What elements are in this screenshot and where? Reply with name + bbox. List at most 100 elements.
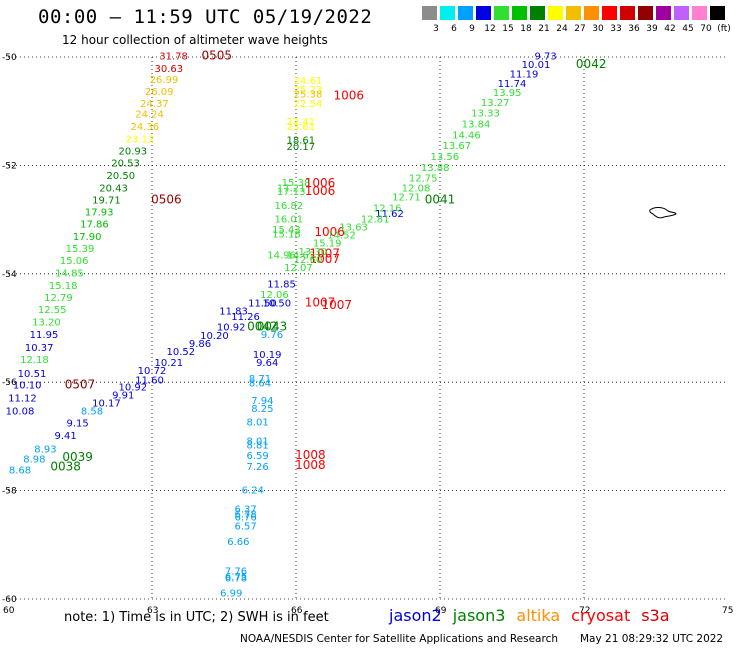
color-scale-label: 39 — [646, 24, 658, 34]
color-scale-label: 42 — [664, 24, 676, 34]
satellite-legend-item: jason3 — [452, 606, 506, 625]
track-id-label: 1006 — [334, 88, 365, 102]
wave-height-label: 8.01 — [246, 437, 268, 448]
track-id-label: 1006 — [305, 184, 336, 198]
satellite-legend-item: altika — [516, 606, 561, 625]
color-swatch — [566, 6, 581, 20]
wave-height-label: 8.64 — [249, 379, 271, 390]
satellite-legend-item: cryosat — [571, 606, 631, 625]
wave-height-label: 12.71 — [392, 193, 421, 204]
wave-height-label: 10.19 — [253, 350, 282, 361]
wave-height-label: 20.53 — [111, 158, 140, 169]
track-id-label: 1007 — [310, 252, 341, 266]
color-scale-label: 21 — [538, 24, 550, 34]
wave-height-label: 10.08 — [6, 407, 35, 418]
wave-height-label: 8.93 — [34, 445, 56, 456]
wave-height-label: 31.78 — [159, 52, 188, 63]
x-tick-label: 66 — [291, 606, 303, 616]
wave-height-label: 13.84 — [462, 119, 491, 130]
wave-height-label: 14.46 — [452, 130, 481, 141]
wave-height-label: 20.93 — [118, 147, 147, 158]
color-scale-label: 36 — [628, 24, 640, 34]
color-scale-label: 6 — [451, 24, 457, 34]
track-id-label: 0043 — [257, 320, 288, 334]
wave-height-label: 8.25 — [251, 404, 273, 415]
wave-height-label: 6.78 — [225, 574, 247, 585]
timestamp-text: May 21 08:29:32 UTC 2022 — [580, 633, 724, 645]
y-tick-label: -56 — [2, 378, 17, 388]
y-tick-label: -54 — [2, 270, 17, 280]
wave-height-label: 11.19 — [510, 70, 539, 81]
track-id-label: 0039 — [62, 450, 93, 464]
track-id-label: 0042 — [576, 57, 607, 71]
wave-height-label: 23.61 — [286, 122, 315, 133]
wave-height-label: 10.51 — [18, 369, 47, 380]
track-id-label: 0507 — [65, 378, 96, 392]
x-tick-label: 63 — [147, 606, 158, 616]
wave-height-label: 15.43 — [272, 225, 301, 236]
wave-height-label: 12.07 — [284, 263, 313, 274]
color-scale-label: 3 — [433, 24, 439, 34]
color-swatch — [458, 6, 473, 20]
wave-height-label: 11.12 — [8, 394, 37, 405]
wave-height-label: 24.36 — [130, 122, 159, 133]
wave-height-label: 6.76 — [234, 512, 256, 523]
color-swatch — [584, 6, 599, 20]
color-swatch — [602, 6, 617, 20]
wave-height-label: 7.94 — [251, 396, 273, 407]
wave-height-label: 6.57 — [234, 522, 256, 533]
color-swatch — [638, 6, 653, 20]
wave-height-label: 15.06 — [60, 256, 89, 267]
wave-height-label: 9.41 — [54, 431, 76, 442]
wave-height-label: 16.01 — [274, 214, 303, 225]
color-scale-label: 9 — [469, 24, 475, 34]
wave-height-label: 11.50 — [248, 298, 277, 309]
wave-height-label: 10.10 — [13, 381, 42, 392]
track-id-label: 1007 — [305, 295, 336, 309]
track-id-label: 1007 — [310, 247, 341, 261]
wave-height-label: 26.99 — [150, 75, 179, 86]
color-scale-label: 24 — [556, 24, 568, 34]
wave-height-label: 20.43 — [99, 183, 128, 194]
wave-height-label: 8.68 — [9, 465, 31, 476]
wave-height-label: 10.92 — [118, 382, 147, 393]
map-subtitle: 12 hour collection of altimeter wave hei… — [62, 33, 328, 47]
wave-height-label: 12.08 — [402, 183, 431, 194]
color-scale-label: 70 — [700, 24, 712, 34]
wave-height-label: 10.20 — [200, 331, 229, 342]
track-id-label: 1008 — [295, 458, 326, 472]
y-tick-label: -60 — [2, 595, 17, 605]
wave-height-label: 12.16 — [373, 203, 402, 214]
wave-height-label: 14.52 — [327, 231, 356, 242]
wave-height-label: 8.01 — [246, 418, 268, 429]
color-scale-label: 45 — [682, 24, 694, 34]
satellite-legend-item: s3a — [641, 606, 670, 625]
wave-height-label: 15.18 — [49, 281, 78, 292]
wave-height-label: 11.26 — [231, 312, 260, 323]
wave-height-label: 10.72 — [138, 366, 167, 377]
wave-height-label: 17.93 — [85, 207, 114, 218]
wave-height-label: 14.85 — [55, 269, 84, 280]
wave-height-label: 6.59 — [246, 451, 268, 462]
wave-height-label: 8.98 — [23, 454, 45, 465]
wave-height-label: 20.17 — [286, 142, 315, 153]
wave-height-label: 11.60 — [135, 375, 164, 386]
wave-height-label: 22.54 — [294, 99, 323, 110]
wave-height-label: 25.38 — [294, 90, 323, 101]
color-scale-label: (ft) — [717, 24, 731, 34]
wave-height-label: 14.96 — [267, 251, 296, 262]
wave-height-label: 24.61 — [294, 76, 323, 87]
wave-height-label: 10.52 — [166, 347, 195, 358]
wave-height-label: 22.41 — [286, 117, 315, 128]
color-swatch — [440, 6, 455, 20]
x-tick-label: 72 — [579, 606, 590, 616]
wave-height-label: 17.13 — [277, 187, 306, 198]
wave-height-label: 13.67 — [442, 141, 471, 152]
wave-height-label: 12.60 — [294, 255, 323, 266]
color-swatch — [494, 6, 509, 20]
wave-height-label: 8.58 — [81, 407, 103, 418]
wave-height-label: 17.90 — [73, 232, 102, 243]
wave-height-label: 9.15 — [66, 419, 88, 430]
